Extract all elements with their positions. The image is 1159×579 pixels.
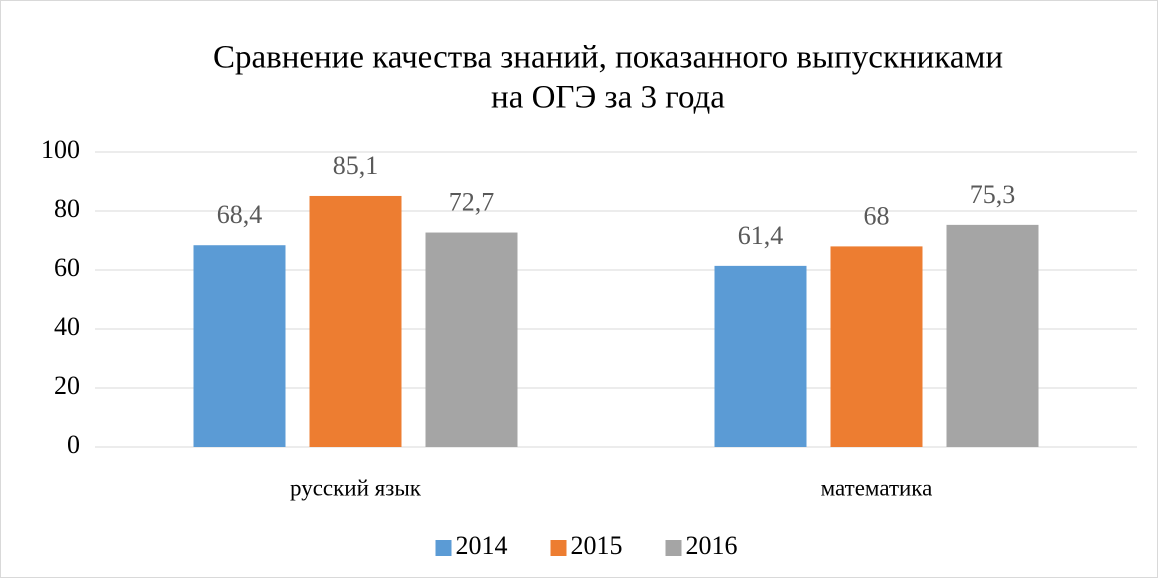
y-tick-label: 60 <box>54 253 80 282</box>
bar <box>830 246 923 447</box>
y-tick-label: 100 <box>41 135 80 164</box>
bar <box>946 224 1039 447</box>
y-tick-label: 0 <box>67 430 80 459</box>
data-label: 75,3 <box>970 180 1016 209</box>
y-tick-label: 80 <box>54 194 80 223</box>
legend-label: 2015 <box>571 531 623 560</box>
x-tick-label: русский язык <box>290 475 422 500</box>
legend-swatch <box>435 540 452 556</box>
chart-title: на ОГЭ за 3 года <box>491 80 725 116</box>
bar <box>309 195 402 447</box>
data-label: 85,1 <box>333 151 379 180</box>
bar <box>714 265 807 447</box>
bar <box>425 232 518 447</box>
legend-swatch <box>550 540 567 556</box>
chart-title: Сравнение качества знаний, показанного в… <box>213 40 1003 76</box>
data-label: 68 <box>864 201 890 230</box>
y-tick-label: 20 <box>54 371 80 400</box>
bar <box>193 245 286 447</box>
legend-swatch <box>665 540 682 556</box>
legend-label: 2016 <box>686 531 738 560</box>
y-tick-label: 40 <box>54 312 80 341</box>
x-tick-label: математика <box>821 475 933 500</box>
data-label: 72,7 <box>449 188 495 217</box>
data-label: 61,4 <box>738 221 784 250</box>
data-label: 68,4 <box>217 200 263 229</box>
legend-label: 2014 <box>456 531 508 560</box>
